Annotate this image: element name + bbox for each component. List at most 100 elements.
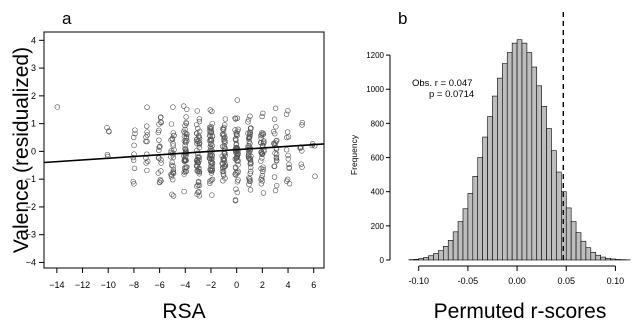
histogram-bar [590,252,597,261]
scatter-point [170,150,176,156]
histogram-bar [452,231,459,261]
panel-a-x-axis: −14 −12 −10 −8 −6 −4 −2 0 2 4 6 [49,268,316,290]
scatter-point [222,122,228,128]
scatter-point [195,154,201,160]
scatter-point [145,158,151,165]
scatter-point [247,176,253,182]
scatter-point [208,126,214,132]
scatter-point [156,144,162,150]
scatter-point [233,142,239,148]
scatter-point [299,122,305,128]
scatter-point [260,164,266,170]
histogram-bar [531,66,538,261]
scatter-point [158,114,164,120]
scatter-point [233,186,239,192]
scatter-point [183,157,189,164]
histogram-bar [443,246,449,261]
scatter-point [183,114,189,120]
scatter-point [260,130,266,136]
histogram-bar [462,208,469,261]
scatter-point [258,181,265,187]
scatter-point [156,147,162,154]
scatter-point [261,138,267,144]
scatter-point [209,160,216,166]
x-tick-label: -0.05 [458,276,479,286]
x-tick-label: −10 [101,280,116,290]
scatter-point [285,156,292,162]
histogram-bar [511,42,518,261]
scatter-point [246,151,252,158]
y-tick-label: −2 [26,202,36,212]
scatter-point [196,168,202,175]
scatter-point [144,123,150,129]
scatter-point [194,108,200,114]
scatter-point [274,182,280,189]
scatter-point [144,151,150,157]
scatter-point [209,156,215,162]
scatter-point [170,130,176,136]
scatter-point [208,141,214,147]
scatter-point [132,127,138,133]
scatter-point [209,176,216,183]
scatter-point [247,125,254,131]
scatter-point [169,191,175,198]
scatter-point [221,151,228,157]
y-tick-label: 1000 [366,85,384,94]
scatter-point [157,177,163,183]
y-tick-label: 0 [380,256,385,265]
scatter-point [206,137,213,144]
histogram-bar [413,259,420,261]
scatter-point [283,147,290,153]
scatter-point [258,139,264,146]
histogram-bar [600,256,606,261]
scatter-point [196,171,203,177]
histogram-bar [516,39,523,261]
y-tick-label: 4 [31,35,36,45]
scatter-point [221,163,228,170]
histogram-bar [556,171,562,261]
y-tick-label: 400 [371,188,385,197]
scatter-point [299,119,306,126]
scatter-point [209,192,215,198]
histogram-bar [580,240,587,261]
scatter-point [184,164,190,170]
x-tick-label: 0 [234,280,239,290]
scatter-point [219,131,226,138]
histogram-bar [565,207,572,261]
scatter-point [272,187,279,194]
scatter-point [273,124,279,130]
x-tick-label: 4 [286,280,291,290]
scatter-point [144,129,150,135]
scatter-point [312,173,318,179]
histogram-bar [428,255,434,261]
scatter-point [299,164,305,170]
scatter-point [130,157,137,163]
panel-a-y-axis: −4 −3 −2 −1 0 1 2 3 4 [26,35,44,267]
scatter-point [170,143,176,149]
scatter-point [284,129,291,135]
scatter-point [234,152,240,159]
scatter-point [131,134,137,141]
scatter-point [234,115,241,121]
histogram-bar [497,77,503,261]
scatter-point [206,132,213,138]
scatter-point [222,163,229,169]
scatter-point [220,157,227,164]
scatter-point [130,178,136,185]
scatter-point [260,190,267,196]
scatter-point [220,155,227,161]
scatter-point [183,135,190,141]
histogram-bar [457,221,464,261]
scatter-point [233,155,239,161]
scatter-point [232,136,239,142]
scatter-point [170,176,176,183]
scatter-point [247,159,254,165]
scatter-point [181,171,187,177]
scatter-point [222,116,229,122]
scatter-point [208,130,214,136]
scatter-point [156,121,162,127]
scatter-point [260,166,266,173]
histogram-bar [610,258,616,261]
x-tick-label: 0.00 [508,276,526,286]
scatter-point [207,107,213,113]
